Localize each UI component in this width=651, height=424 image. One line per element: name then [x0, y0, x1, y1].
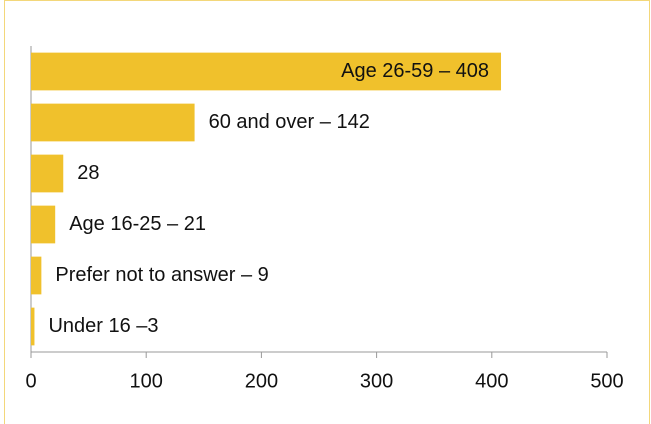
bar [31, 205, 56, 244]
data-label: Age 26-59 – 408 [341, 60, 489, 82]
bar [31, 52, 502, 91]
data-label: Prefer not to answer – 9 [55, 264, 268, 286]
bar [31, 154, 64, 193]
bar [31, 307, 35, 346]
bar [31, 256, 42, 295]
frame [4, 0, 650, 424]
data-label: Under 16 –3 [48, 315, 158, 337]
x-tick-label: 0 [25, 370, 36, 392]
data-label: Age 16-25 – 21 [69, 213, 206, 235]
x-tick-label: 300 [360, 370, 393, 392]
x-tick-label: 500 [590, 370, 623, 392]
data-label: 60 and over – 142 [209, 111, 370, 133]
x-tick-label: 100 [130, 370, 163, 392]
data-label: 28 [77, 162, 99, 184]
bar [31, 103, 195, 142]
x-tick-label: 400 [475, 370, 508, 392]
x-tick-label: 200 [245, 370, 278, 392]
